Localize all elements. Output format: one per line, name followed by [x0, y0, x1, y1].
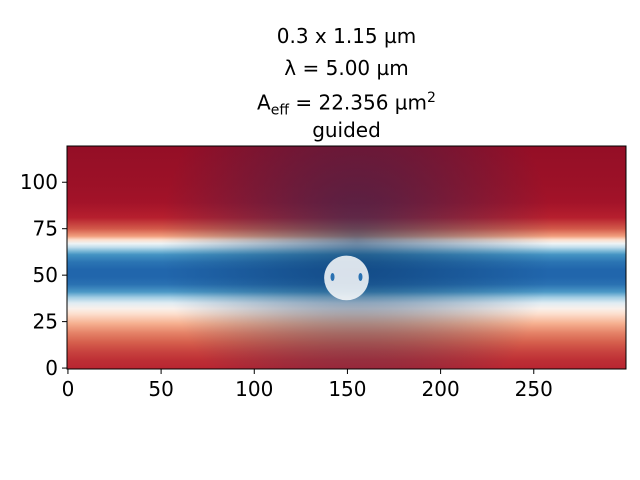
y-tick-label: 75 [33, 217, 58, 241]
heatmap-layer [67, 146, 626, 369]
title-aeff-superscript: 2 [427, 90, 436, 106]
title-dimensions: 0.3 x 1.15 µm [276, 24, 417, 48]
x-tick-label: 100 [235, 377, 273, 401]
title-effective-area: Aeff = 22.356 µm2 [67, 88, 626, 121]
title-mode-label: guided [312, 118, 381, 142]
title-wavelength: λ = 5.00 µm [284, 56, 409, 80]
y-axis: 0 25 50 75 100 [20, 170, 67, 380]
core-corner-field [358, 273, 363, 282]
x-tick-label: 50 [148, 377, 173, 401]
x-axis: 0 50 100 150 200 250 [62, 369, 553, 401]
y-tick-label: 0 [45, 356, 58, 380]
y-tick-label: 25 [33, 310, 58, 334]
axes-frame [66, 145, 627, 370]
title-aeff-subscript: eff [270, 102, 289, 119]
core-corner-field [330, 273, 335, 282]
title-aeff-value: = 22.356 µm [289, 90, 428, 115]
x-tick-label: 200 [422, 377, 460, 401]
x-tick-label: 0 [62, 377, 75, 401]
mode-peak-region [161, 146, 553, 369]
core-boundary-halo [324, 255, 369, 301]
x-tick-label: 250 [515, 377, 553, 401]
y-tick-label: 100 [20, 170, 58, 194]
y-tick-label: 50 [33, 263, 58, 287]
title-aeff-prefix: A [257, 90, 271, 115]
x-tick-label: 150 [328, 377, 366, 401]
